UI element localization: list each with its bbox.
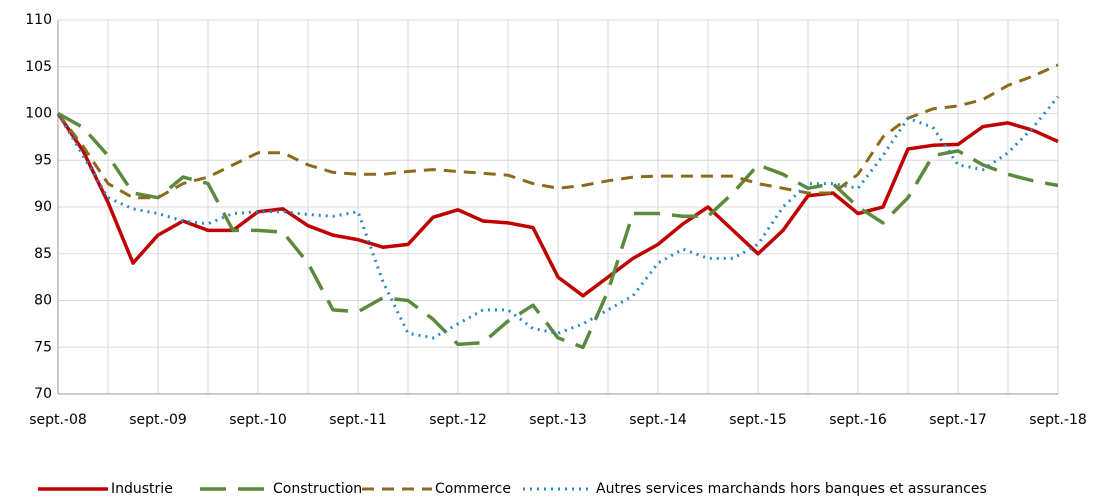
series-line (57, 111, 1059, 350)
series-line (56, 63, 1059, 200)
series-line (56, 112, 1059, 298)
legend-label: Industrie (111, 481, 173, 497)
x-tick-label: sept.-08 (29, 412, 87, 428)
x-tick-label: sept.-15 (729, 412, 787, 428)
y-tick-label: 95 (34, 152, 52, 168)
y-tick-label: 110 (25, 12, 52, 28)
x-tick-label: sept.-13 (529, 412, 587, 428)
legend-label: Commerce (435, 481, 511, 497)
y-tick-label: 80 (34, 293, 52, 309)
x-tick-label: sept.-16 (829, 412, 887, 428)
legend-label: Autres services marchands hors banques e… (596, 481, 987, 497)
y-tick-label: 105 (25, 59, 52, 75)
y-tick-label: 85 (34, 246, 52, 262)
x-tick-label: sept.-18 (1029, 412, 1087, 428)
x-tick-label: sept.-17 (929, 412, 987, 428)
y-tick-label: 70 (34, 386, 52, 402)
x-tick-label: sept.-11 (329, 412, 387, 428)
x-tick-label: sept.-10 (229, 412, 287, 428)
x-tick-label: sept.-12 (429, 412, 487, 428)
y-tick-label: 75 (34, 339, 52, 355)
y-tick-label: 90 (34, 199, 52, 215)
y-tick-label: 100 (25, 106, 52, 122)
x-tick-label: sept.-09 (129, 412, 187, 428)
x-tick-label: sept.-14 (629, 412, 687, 428)
legend-label: Construction (273, 481, 362, 497)
